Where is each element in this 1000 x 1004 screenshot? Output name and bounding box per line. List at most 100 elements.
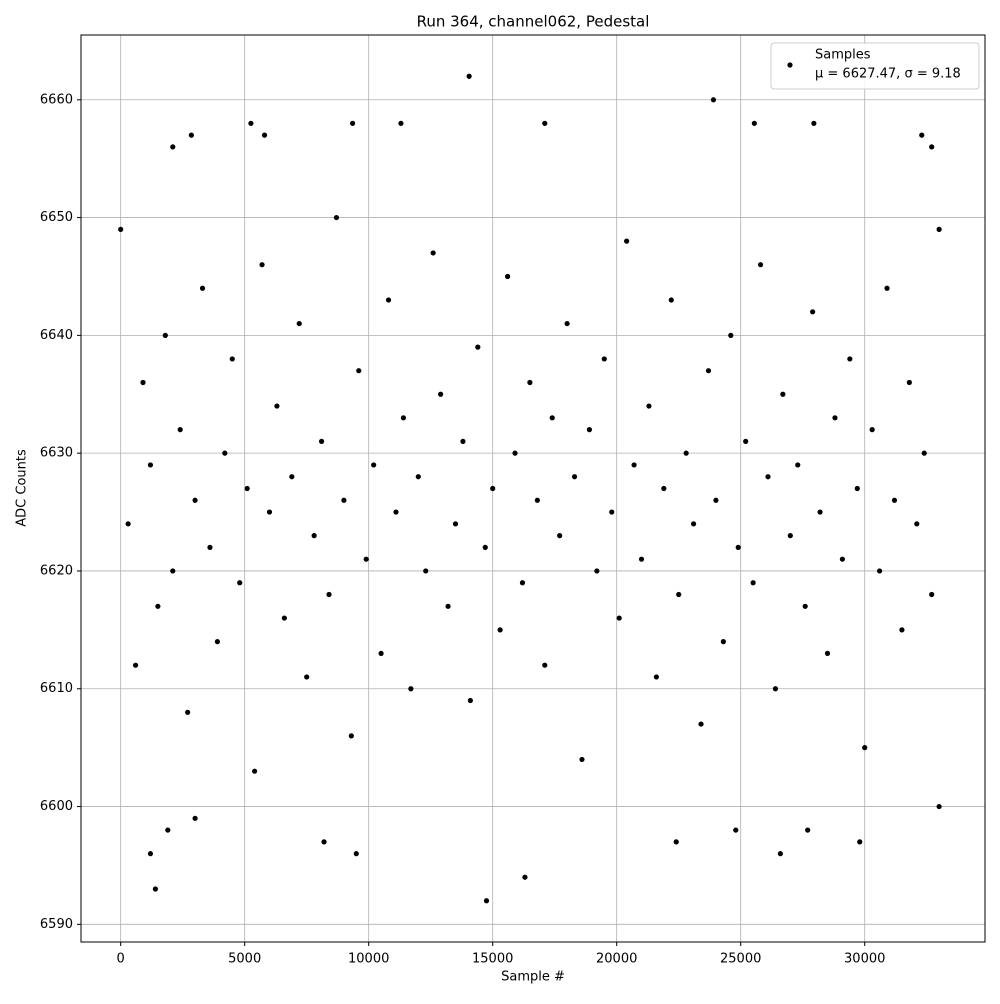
point [899, 627, 905, 633]
point [296, 320, 302, 327]
point [490, 485, 496, 492]
point [919, 132, 925, 138]
point [839, 556, 845, 562]
point [765, 474, 771, 480]
point [713, 497, 719, 503]
point [199, 285, 206, 291]
point [125, 521, 131, 527]
point [385, 297, 392, 303]
point [400, 415, 407, 421]
point [772, 686, 779, 692]
point [415, 474, 421, 480]
x-tick-label: 5000 [228, 952, 261, 967]
point [676, 591, 682, 598]
point [609, 509, 615, 515]
point [929, 591, 935, 598]
point [483, 898, 490, 904]
legend-label: Samples [815, 48, 871, 63]
point [921, 450, 927, 456]
x-tick-label: 25000 [720, 952, 761, 967]
point [452, 521, 459, 527]
point [140, 379, 146, 386]
point [862, 745, 868, 751]
point [857, 839, 863, 845]
point [321, 839, 327, 845]
point [438, 391, 444, 397]
point [349, 120, 356, 126]
point [661, 485, 667, 492]
point [668, 297, 674, 303]
point [341, 497, 347, 503]
point [192, 815, 198, 821]
point [318, 438, 325, 444]
point [571, 474, 578, 480]
point [549, 415, 555, 421]
series [118, 73, 942, 904]
point [810, 309, 816, 315]
legend-note: μ = 6627.47, σ = 9.18 [815, 67, 961, 82]
point [542, 662, 548, 668]
point [162, 332, 168, 338]
point [705, 368, 712, 374]
point [353, 851, 359, 857]
point [261, 132, 268, 138]
point [177, 427, 183, 433]
point [504, 273, 511, 280]
x-tick-label: 0 [117, 952, 125, 967]
point [673, 839, 679, 845]
point [750, 580, 756, 586]
point [751, 120, 757, 126]
point [936, 803, 942, 810]
point [467, 697, 473, 704]
point [564, 320, 570, 327]
point [869, 427, 875, 433]
point [378, 650, 384, 657]
y-tick-label: 6640 [40, 328, 73, 343]
point [690, 521, 697, 527]
point [214, 639, 221, 645]
x-tick-label: 20000 [596, 952, 637, 967]
point [601, 356, 607, 362]
point [512, 450, 518, 456]
y-tick-label: 6630 [40, 446, 73, 461]
point [155, 603, 161, 609]
point [248, 120, 254, 126]
point [281, 615, 287, 621]
point [519, 580, 526, 586]
point [252, 768, 258, 774]
point [579, 756, 585, 763]
legend-marker [787, 62, 793, 68]
point [170, 144, 176, 150]
y-axis-label: ADC Counts [15, 449, 30, 527]
point [557, 533, 563, 539]
point [466, 73, 472, 79]
point [259, 262, 265, 268]
chart-title: Run 364, channel062, Pedestal [417, 13, 650, 31]
y-tick-label: 6620 [40, 563, 73, 578]
point [244, 485, 250, 492]
x-tick-label: 10000 [348, 952, 389, 967]
point [356, 368, 362, 374]
point [266, 509, 273, 515]
point [847, 356, 853, 362]
point [132, 662, 139, 668]
point [371, 462, 377, 468]
point [824, 650, 831, 657]
plot-frame [80, 34, 986, 943]
point [326, 591, 332, 598]
point [534, 497, 540, 503]
point [710, 97, 717, 103]
point [229, 356, 235, 362]
point [363, 556, 369, 562]
point [222, 450, 228, 456]
point [527, 379, 533, 386]
point [795, 462, 801, 468]
point [638, 556, 645, 562]
point [207, 544, 213, 550]
point [274, 403, 280, 409]
point [757, 262, 764, 268]
point [147, 462, 154, 468]
point [393, 509, 399, 515]
